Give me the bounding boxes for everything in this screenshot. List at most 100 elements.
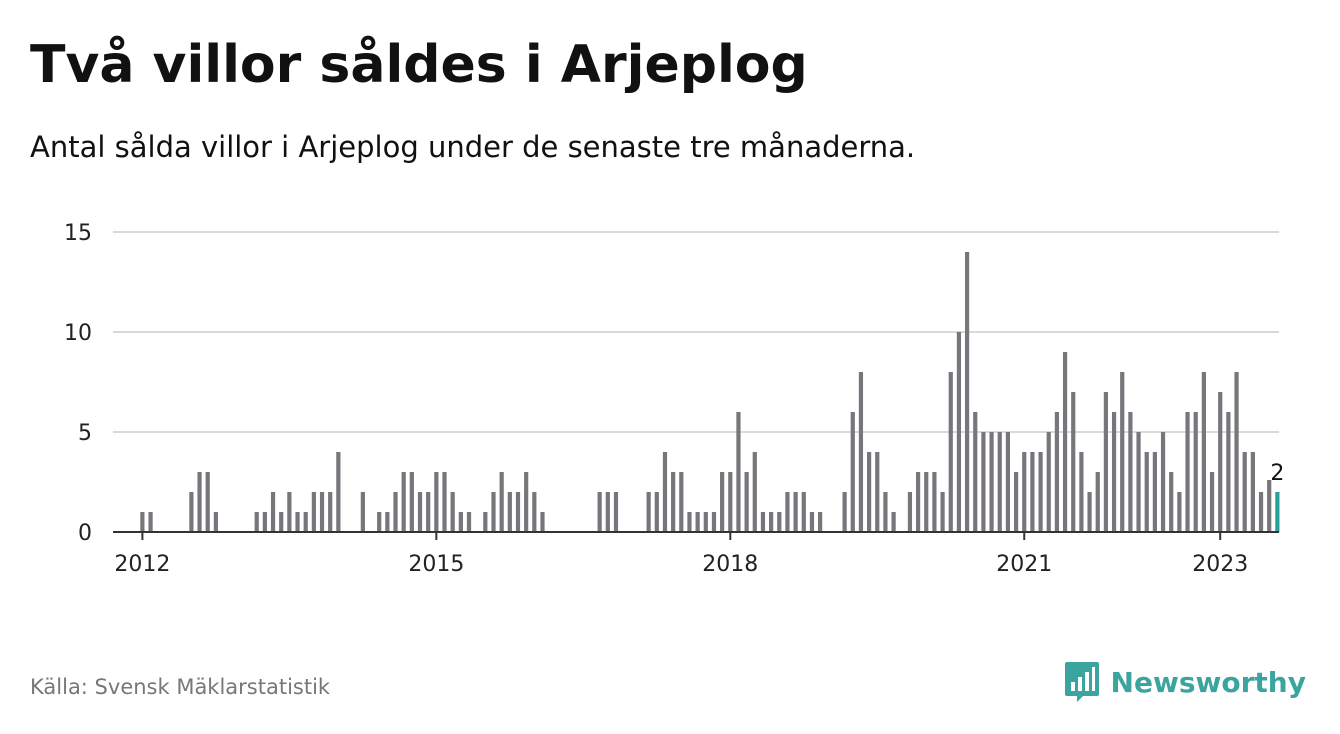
bar xyxy=(254,512,259,532)
bar xyxy=(777,512,782,532)
bar xyxy=(1144,452,1149,532)
x-tick-label: 2018 xyxy=(702,552,758,577)
x-tick-label: 2021 xyxy=(996,552,1052,577)
bar xyxy=(483,512,488,532)
bar xyxy=(907,492,913,532)
bar xyxy=(1218,392,1223,532)
bar xyxy=(736,412,741,532)
bar xyxy=(981,432,986,532)
bar xyxy=(1030,452,1035,532)
bar xyxy=(458,512,463,532)
bar xyxy=(1095,472,1100,532)
bar xyxy=(875,452,880,532)
brand-logo[interactable]: Newsworthy xyxy=(1063,660,1306,704)
bar xyxy=(393,492,398,532)
bar xyxy=(1258,492,1264,532)
bar xyxy=(1103,392,1108,532)
bar xyxy=(1169,472,1174,532)
bar xyxy=(1022,452,1027,532)
bar xyxy=(1079,452,1084,532)
bar xyxy=(270,492,276,532)
bar xyxy=(434,472,439,532)
y-tick-label: 15 xyxy=(64,221,92,246)
bar xyxy=(1120,372,1125,532)
bar xyxy=(915,472,921,532)
bar xyxy=(287,492,292,532)
bar xyxy=(401,472,406,532)
bar xyxy=(646,492,651,532)
bar xyxy=(1152,452,1157,532)
x-tick-label: 2023 xyxy=(1192,552,1248,577)
source-note: Källa: Svensk Mäklarstatistik xyxy=(30,675,331,699)
bar xyxy=(687,512,692,532)
bar xyxy=(793,492,798,532)
x-tick-label: 2012 xyxy=(114,552,170,577)
bar xyxy=(1136,432,1141,532)
bar xyxy=(311,492,316,532)
bar xyxy=(1201,372,1206,532)
bar xyxy=(728,472,733,532)
bar xyxy=(1234,372,1239,532)
bar xyxy=(1013,472,1019,532)
bar xyxy=(499,472,504,532)
bar xyxy=(466,512,472,532)
bar xyxy=(948,372,953,532)
bar xyxy=(417,492,423,532)
bar xyxy=(491,492,496,532)
bar xyxy=(597,492,602,532)
y-tick-label: 0 xyxy=(78,521,92,546)
bar xyxy=(809,512,815,532)
bar xyxy=(140,512,145,532)
highlight-data-label: 2 xyxy=(1270,461,1284,486)
bar xyxy=(891,512,896,532)
bar xyxy=(662,452,668,532)
bar xyxy=(654,492,659,532)
bar xyxy=(1250,452,1255,532)
bar xyxy=(989,432,994,532)
bar xyxy=(1185,412,1190,532)
bar xyxy=(426,492,431,532)
bar xyxy=(189,492,194,532)
bar xyxy=(711,512,717,532)
bar xyxy=(319,492,325,532)
bar xyxy=(997,432,1002,532)
bar-highlight xyxy=(1275,492,1280,532)
bar xyxy=(442,472,447,532)
bar xyxy=(1062,352,1068,532)
bar xyxy=(279,512,284,532)
bar xyxy=(197,472,202,532)
bar xyxy=(524,472,529,532)
bar xyxy=(695,512,700,532)
bar xyxy=(785,492,790,532)
bar xyxy=(760,512,766,532)
bar xyxy=(842,492,847,532)
bar xyxy=(1226,412,1231,532)
bar xyxy=(1267,480,1272,532)
bar xyxy=(328,492,333,532)
bar xyxy=(858,372,864,532)
bar xyxy=(409,472,414,532)
brand-name: Newsworthy xyxy=(1110,665,1306,699)
bar xyxy=(532,492,537,532)
bar xyxy=(744,472,749,532)
bar xyxy=(213,512,218,532)
bar xyxy=(303,512,308,532)
bar xyxy=(262,512,267,532)
bar xyxy=(605,492,610,532)
bar xyxy=(540,512,545,532)
bar xyxy=(703,512,708,532)
bar xyxy=(1160,432,1166,532)
bar xyxy=(1087,492,1092,532)
bar xyxy=(295,512,300,532)
bar xyxy=(924,472,929,532)
bar xyxy=(1242,452,1247,532)
bar xyxy=(1193,412,1198,532)
bar xyxy=(1177,492,1182,532)
chart-title: Två villor såldes i Arjeplog xyxy=(30,35,808,95)
bar xyxy=(671,472,676,532)
y-tick-label: 5 xyxy=(78,421,92,446)
bar xyxy=(515,492,521,532)
bar xyxy=(801,492,806,532)
bar xyxy=(1038,452,1043,532)
